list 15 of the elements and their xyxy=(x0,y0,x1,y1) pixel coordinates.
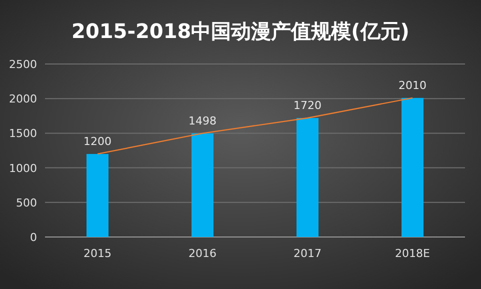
data-label: 1720 xyxy=(294,98,322,112)
y-tick-label: 500 xyxy=(16,196,37,210)
y-tick-label: 0 xyxy=(30,231,37,244)
data-label: 1498 xyxy=(188,114,216,128)
data-label: 2010 xyxy=(398,78,426,92)
x-tick-label: 2018E xyxy=(395,247,430,260)
data-label: 1200 xyxy=(84,134,112,148)
y-tick-label: 1000 xyxy=(9,162,37,175)
y-tick-label: 2000 xyxy=(9,92,37,106)
x-tick-label: 2016 xyxy=(188,247,216,260)
x-tick-label: 2015 xyxy=(84,247,112,260)
chart-title: 2015-2018中国动漫产值规模(亿元) xyxy=(72,19,410,43)
y-tick-label: 2500 xyxy=(9,58,37,71)
x-tick-label: 2017 xyxy=(294,247,322,260)
y-tick-label: 1500 xyxy=(9,127,37,140)
